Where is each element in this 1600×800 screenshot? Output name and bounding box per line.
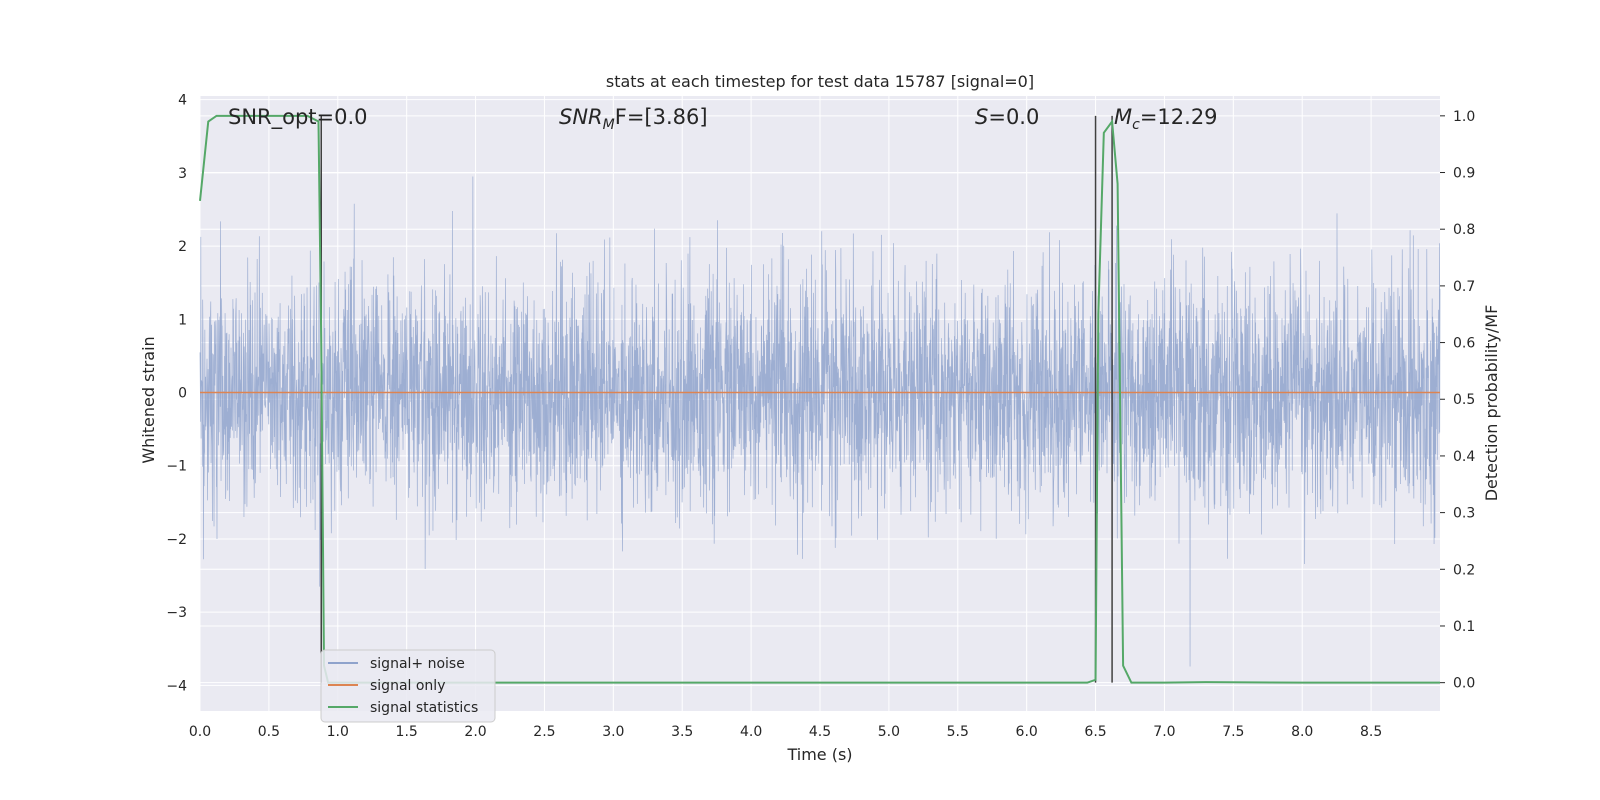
y-tick-label-right: 1.0: [1453, 109, 1475, 125]
y-tick-label-left: 2: [178, 239, 187, 255]
x-tick-label: 2.5: [533, 724, 555, 740]
y-tick-label-left: 4: [178, 93, 187, 109]
y-tick-label-left: 0: [178, 386, 187, 402]
x-tick-label: 6.5: [1084, 724, 1106, 740]
y-tick-label-left: −3: [166, 605, 187, 621]
x-tick-label: 5.5: [947, 724, 969, 740]
x-tick-label: 2.0: [464, 724, 486, 740]
y-tick-label-right: 0.9: [1453, 166, 1475, 182]
annotation-mc-rest: =12.29: [1140, 105, 1218, 129]
x-tick-label: 8.5: [1360, 724, 1382, 740]
y-tick-label-left: −1: [166, 459, 187, 475]
y-tick-label-right: 0.8: [1453, 222, 1475, 238]
annotation-mc-sub: c: [1132, 117, 1140, 133]
y-tick-labels-right: 1.0 0.9 0.8 0.7 0.6 0.5 0.4 0.3 0.2 0.1 0.0: [1440, 109, 1475, 692]
annotation-mc-label: M: [1114, 105, 1132, 129]
y-tick-label-right: 0.4: [1453, 449, 1475, 465]
annotation-snr-opt: SNR_opt=0.0: [228, 105, 368, 130]
y-tick-label-left: −4: [166, 678, 187, 694]
annotation-s-label: S: [975, 105, 988, 129]
annotation-snr-mf-label: SNR: [559, 105, 603, 129]
y-tick-label-right: 0.0: [1453, 676, 1475, 692]
y-tick-label-right: 0.5: [1453, 392, 1475, 408]
chart-title: stats at each timestep for test data 157…: [606, 72, 1034, 91]
annotation-snr-mf-sub: M: [603, 117, 615, 133]
x-tick-label: 4.0: [740, 724, 762, 740]
legend-label-signal-noise: signal+ noise: [370, 656, 465, 672]
y-tick-labels-left: 4 3 2 1 0 −1 −2 −3 −4: [166, 93, 187, 695]
y-tick-label-right: 0.1: [1453, 619, 1475, 635]
x-tick-label: 5.0: [878, 724, 900, 740]
y-axis-label-right: Detection probability/MF: [1482, 305, 1501, 502]
y-tick-label-right: 0.2: [1453, 562, 1475, 578]
x-tick-label: 3.5: [671, 724, 693, 740]
annotation-s: S=0.0: [975, 105, 1039, 129]
series-signal-noise: [199, 176, 1441, 667]
y-tick-label-left: −2: [166, 532, 187, 548]
annotation-snr-mf-rest: F=[3.86]: [615, 105, 708, 129]
x-tick-labels: 0.0 0.5 1.0 1.5 2.0 2.5 3.0 3.5 4.0 4.5 5.0 5.5 6.0 6…: [189, 724, 1382, 740]
x-tick-label: 4.5: [809, 724, 831, 740]
x-tick-label: 7.5: [1222, 724, 1244, 740]
x-tick-label: 0.0: [189, 724, 211, 740]
legend: signal+ noise signal only signal statist…: [320, 649, 496, 723]
signal-noise-line: [199, 176, 1441, 667]
annotation-s-rest: =0.0: [988, 105, 1039, 129]
x-tick-label: 6.0: [1016, 724, 1038, 740]
legend-label-signal-only: signal only: [370, 678, 445, 694]
x-tick-label: 1.5: [396, 724, 418, 740]
x-tick-label: 0.5: [258, 724, 280, 740]
legend-label-signal-statistics: signal statistics: [370, 700, 478, 716]
y-tick-label-right: 0.3: [1453, 506, 1475, 522]
y-tick-label-left: 1: [178, 312, 187, 328]
y-axis-label-left: Whitened strain: [139, 336, 158, 463]
annotation-mc: Mc=12.29: [1114, 105, 1218, 133]
x-axis-label: Time (s): [786, 745, 852, 764]
y-tick-label-left: 3: [178, 166, 187, 182]
x-tick-label: 8.0: [1291, 724, 1313, 740]
y-tick-label-right: 0.6: [1453, 336, 1475, 352]
gridlines: [199, 96, 1440, 711]
x-tick-label: 7.0: [1153, 724, 1175, 740]
legend-box: [320, 649, 496, 723]
x-tick-label: 3.0: [602, 724, 624, 740]
y-tick-label-right: 0.7: [1453, 279, 1475, 295]
series-signal-statistics: [199, 114, 1441, 684]
annotation-snr-mf: SNRMF=[3.86]: [559, 105, 708, 133]
x-tick-label: 1.0: [327, 724, 349, 740]
